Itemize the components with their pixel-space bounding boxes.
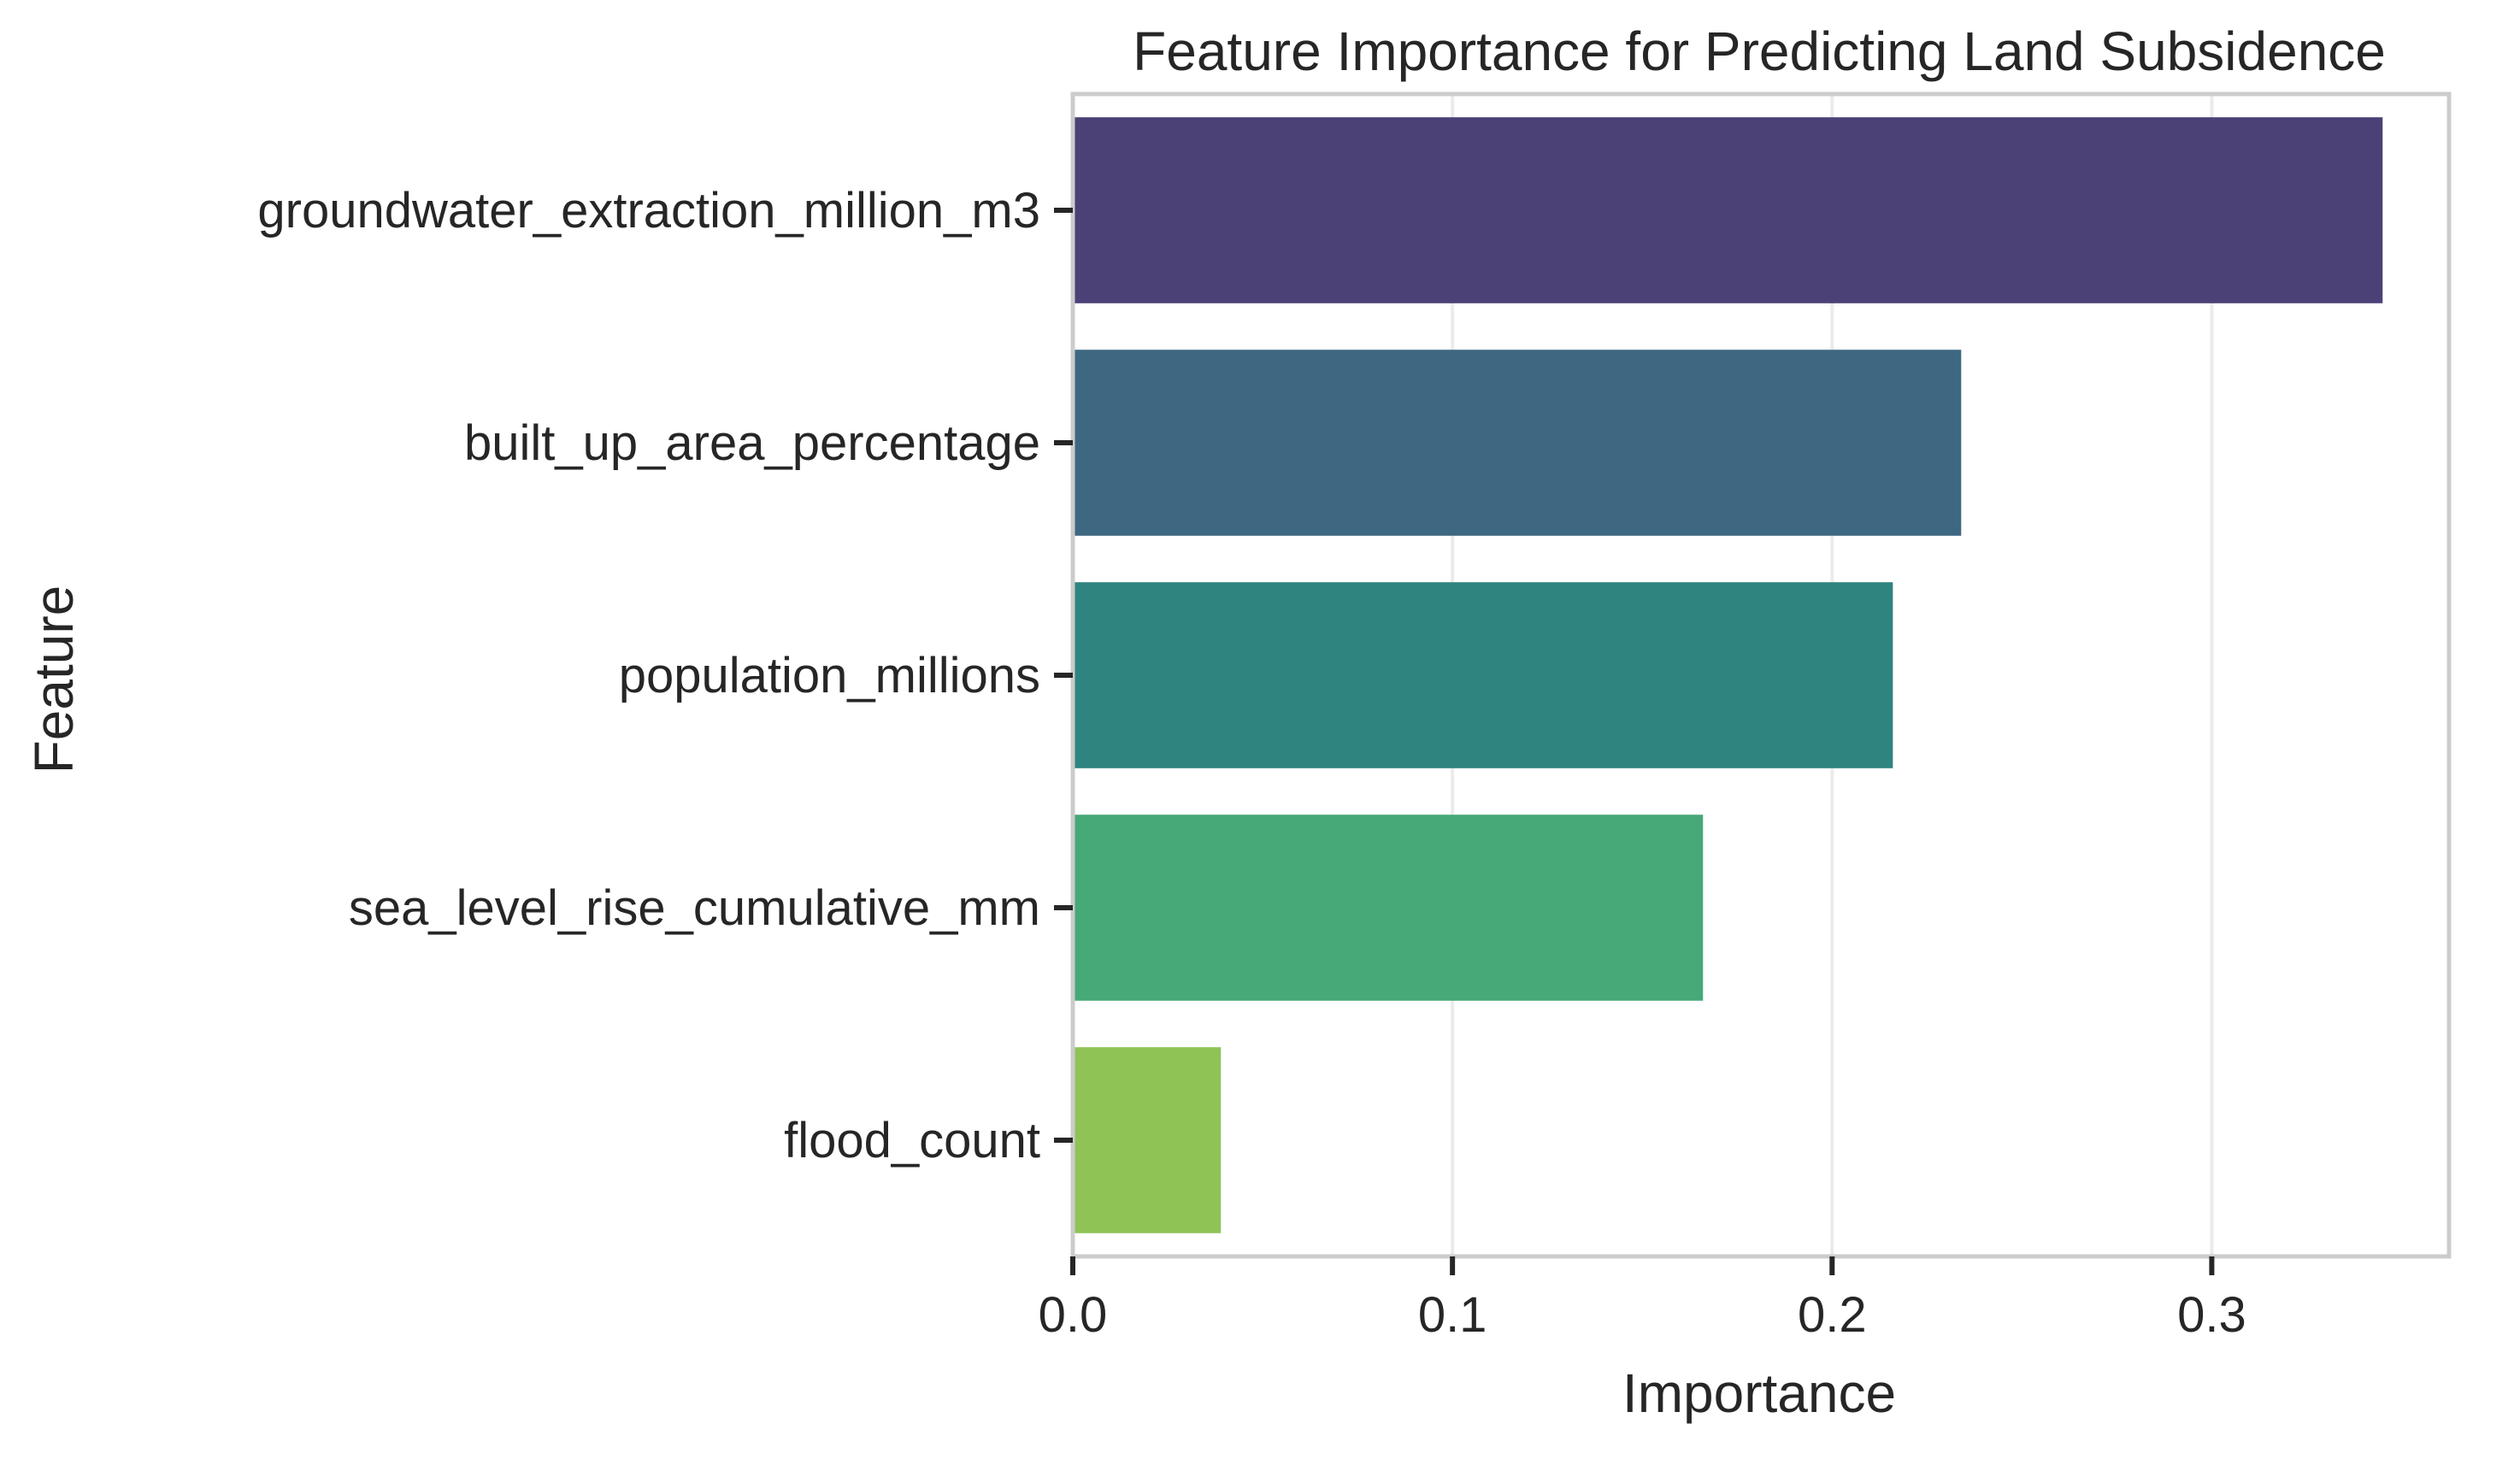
y-tick-label: built_up_area_percentage — [464, 415, 1040, 471]
x-tick-label: 0.2 — [1798, 1287, 1867, 1343]
chart-title: Feature Importance for Predicting Land S… — [1133, 21, 2386, 82]
x-tick-label: 0.1 — [1418, 1287, 1487, 1343]
x-axis-ticks: 0.0 0.1 0.2 0.3 — [1039, 1256, 2246, 1343]
y-axis-ticks: groundwater_extraction_million_m3 built_u… — [257, 183, 1073, 1168]
x-axis-label: Importance — [1622, 1362, 1896, 1424]
bar-sea-level-rise-cumulative-mm — [1073, 815, 1704, 1001]
y-axis-label: Feature — [23, 585, 85, 774]
y-tick-label: population_millions — [619, 648, 1040, 703]
y-tick-label: flood_count — [784, 1113, 1040, 1168]
x-tick-label: 0.3 — [2177, 1287, 2246, 1343]
bar-population-millions — [1073, 582, 1893, 768]
x-tick-label: 0.0 — [1039, 1287, 1108, 1343]
y-tick-label: sea_level_rise_cumulative_mm — [349, 880, 1040, 936]
y-tick-label: groundwater_extraction_million_m3 — [257, 183, 1040, 238]
bar-groundwater-extraction-million-m3 — [1073, 117, 2383, 303]
bar-built-up-area-percentage — [1073, 350, 1962, 536]
bars — [1073, 117, 2383, 1233]
bar-flood-count — [1073, 1047, 1222, 1233]
